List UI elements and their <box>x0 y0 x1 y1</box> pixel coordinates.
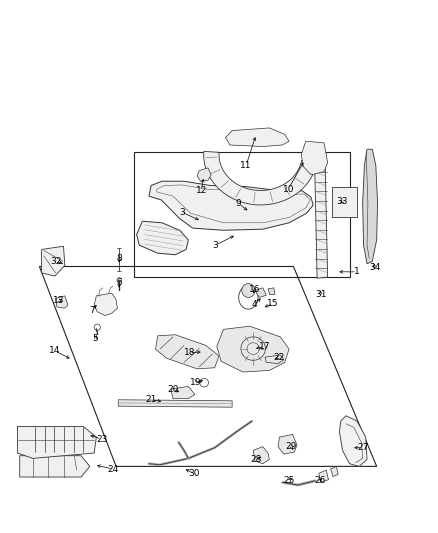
Text: 16: 16 <box>249 286 261 294</box>
Polygon shape <box>301 141 328 175</box>
Text: 29: 29 <box>286 442 297 451</box>
Text: 28: 28 <box>251 455 262 464</box>
Text: 3: 3 <box>179 208 185 216</box>
Text: 21: 21 <box>145 395 157 404</box>
Polygon shape <box>42 246 65 276</box>
Text: 1: 1 <box>354 268 360 276</box>
Text: 11: 11 <box>240 161 252 169</box>
Text: 31: 31 <box>315 290 326 298</box>
Text: 3: 3 <box>212 241 219 249</box>
Text: 23: 23 <box>96 435 107 443</box>
Polygon shape <box>94 293 117 316</box>
Text: 18: 18 <box>184 349 195 357</box>
Text: 6: 6 <box>116 278 122 287</box>
Polygon shape <box>331 466 338 477</box>
Text: 19: 19 <box>190 378 201 387</box>
Text: 32: 32 <box>50 257 61 265</box>
Polygon shape <box>255 288 266 297</box>
Text: 27: 27 <box>357 443 368 452</box>
Text: 15: 15 <box>267 300 279 308</box>
Text: 5: 5 <box>92 335 99 343</box>
Text: 10: 10 <box>283 185 294 193</box>
Text: 4: 4 <box>251 301 257 309</box>
Text: 33: 33 <box>337 197 348 206</box>
Polygon shape <box>332 187 357 217</box>
Polygon shape <box>18 426 96 458</box>
Polygon shape <box>319 470 328 482</box>
Polygon shape <box>265 355 284 364</box>
Polygon shape <box>314 156 328 278</box>
Polygon shape <box>363 149 378 264</box>
Polygon shape <box>171 386 195 399</box>
Text: 12: 12 <box>196 187 207 195</box>
Polygon shape <box>278 434 297 454</box>
Text: 25: 25 <box>283 477 295 485</box>
Polygon shape <box>149 181 313 230</box>
Text: 14: 14 <box>49 346 60 355</box>
Polygon shape <box>253 447 269 464</box>
Text: 8: 8 <box>116 254 122 263</box>
Text: 22: 22 <box>274 353 285 361</box>
Text: 24: 24 <box>107 465 119 473</box>
Polygon shape <box>197 168 211 181</box>
Polygon shape <box>137 221 188 255</box>
Text: 34: 34 <box>370 263 381 272</box>
Text: 17: 17 <box>259 342 271 351</box>
Text: 30: 30 <box>188 469 199 478</box>
Text: 9: 9 <box>236 199 242 208</box>
Polygon shape <box>20 456 90 477</box>
Text: 20: 20 <box>167 385 179 393</box>
Text: 7: 7 <box>89 306 95 314</box>
Polygon shape <box>226 128 289 147</box>
Polygon shape <box>339 416 367 466</box>
Polygon shape <box>118 400 232 407</box>
Text: 26: 26 <box>314 477 325 485</box>
Polygon shape <box>56 296 68 308</box>
Polygon shape <box>155 335 219 369</box>
Text: 13: 13 <box>53 296 64 304</box>
Polygon shape <box>268 288 275 295</box>
Ellipse shape <box>242 284 255 297</box>
Polygon shape <box>204 151 317 205</box>
Polygon shape <box>217 326 289 372</box>
